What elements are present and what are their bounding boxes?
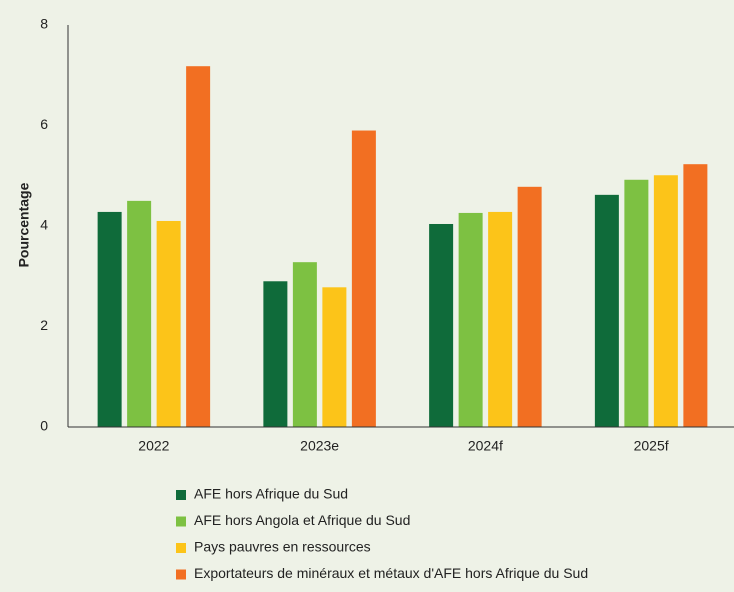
legend-label: AFE hors Angola et Afrique du Sud [194, 512, 410, 528]
bar [156, 220, 181, 427]
legend-swatch [176, 516, 186, 527]
legend-label: Exportateurs de minéraux et métaux d'AFE… [194, 565, 588, 581]
bar [292, 262, 317, 427]
y-tick-label: 6 [40, 116, 48, 132]
legend-swatch [176, 490, 186, 500]
y-tick-label: 0 [40, 418, 48, 434]
y-axis-label: Pourcentage [16, 182, 32, 267]
bar [186, 66, 211, 427]
y-tick-label: 2 [40, 317, 48, 333]
bar [683, 164, 708, 427]
x-tick-label: 2024f [468, 438, 503, 454]
y-tick-label: 4 [40, 217, 48, 233]
legend-label: Pays pauvres en ressources [194, 539, 371, 555]
x-tick-label: 2023e [300, 438, 339, 454]
bar [429, 223, 454, 427]
x-tick-label: 2025f [634, 438, 669, 454]
y-tick-label: 8 [40, 16, 48, 32]
legend-swatch [176, 543, 186, 553]
bar [263, 281, 288, 427]
bar [488, 211, 513, 427]
bar [127, 200, 152, 427]
bar [624, 179, 649, 427]
bar [594, 194, 619, 427]
bar [97, 211, 122, 427]
legend-swatch [176, 569, 186, 580]
bar [458, 212, 483, 427]
x-tick-label: 2022 [138, 438, 169, 454]
bar [322, 287, 347, 427]
bar [517, 186, 542, 427]
legend-label: AFE hors Afrique du Sud [194, 486, 348, 502]
bar [351, 130, 376, 427]
bar [653, 175, 678, 427]
